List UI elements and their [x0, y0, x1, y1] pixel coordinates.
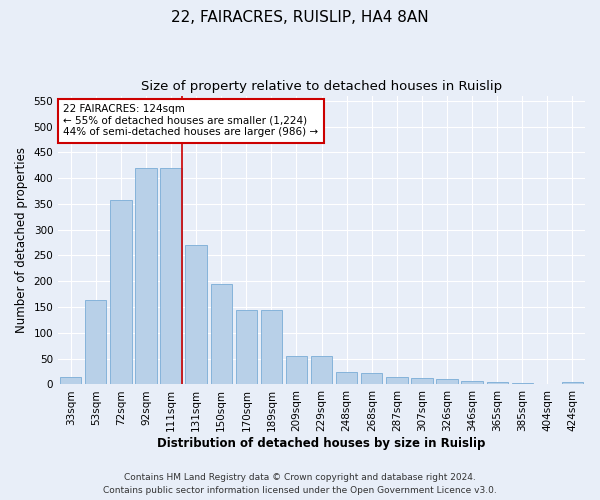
Bar — [311, 356, 332, 384]
Bar — [261, 310, 282, 384]
Bar — [85, 300, 106, 384]
Bar — [436, 380, 458, 384]
Bar — [60, 376, 82, 384]
Text: 22, FAIRACRES, RUISLIP, HA4 8AN: 22, FAIRACRES, RUISLIP, HA4 8AN — [171, 10, 429, 25]
Y-axis label: Number of detached properties: Number of detached properties — [15, 147, 28, 333]
Title: Size of property relative to detached houses in Ruislip: Size of property relative to detached ho… — [141, 80, 502, 93]
Text: Contains HM Land Registry data © Crown copyright and database right 2024.
Contai: Contains HM Land Registry data © Crown c… — [103, 474, 497, 495]
Bar — [110, 200, 131, 384]
X-axis label: Distribution of detached houses by size in Ruislip: Distribution of detached houses by size … — [157, 437, 486, 450]
Bar — [487, 382, 508, 384]
Bar — [411, 378, 433, 384]
Text: 22 FAIRACRES: 124sqm
← 55% of detached houses are smaller (1,224)
44% of semi-de: 22 FAIRACRES: 124sqm ← 55% of detached h… — [64, 104, 319, 138]
Bar — [136, 168, 157, 384]
Bar — [361, 372, 382, 384]
Bar — [562, 382, 583, 384]
Bar — [386, 376, 407, 384]
Bar — [185, 245, 207, 384]
Bar — [236, 310, 257, 384]
Bar — [286, 356, 307, 384]
Bar — [336, 372, 358, 384]
Bar — [461, 381, 483, 384]
Bar — [211, 284, 232, 384]
Bar — [160, 168, 182, 384]
